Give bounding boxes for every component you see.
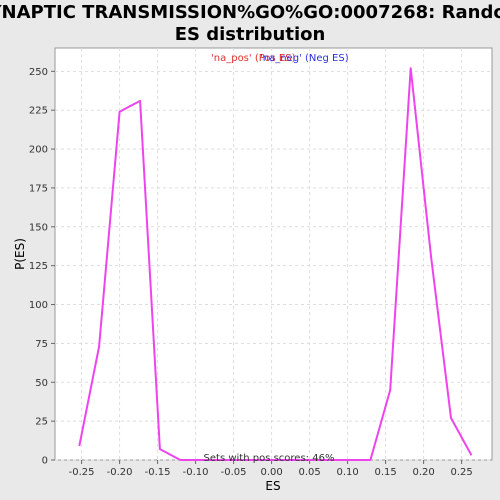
y-tick-label: 0 (42, 456, 48, 467)
series-layer (78, 67, 473, 461)
x-tick-label: 0.15 (374, 467, 396, 478)
es-distribution-line (78, 67, 473, 461)
chart-title-line-2: ES distribution (175, 24, 326, 45)
x-axis: -0.25 -0.20 -0.15 -0.10 -0.05 0.00 0.05 0.10 0.1… (69, 460, 473, 478)
y-tick-label: 150 (29, 222, 48, 233)
pos-scores-annotation: Sets with pos scores: 46% (204, 453, 335, 464)
y-tick-label: 125 (29, 261, 48, 272)
x-tick-label: -0.05 (221, 467, 247, 478)
x-tick-label: 0.05 (298, 467, 320, 478)
x-tick-label: 0.00 (260, 467, 282, 478)
y-tick-label: 50 (35, 378, 48, 389)
x-tick-label: 0.20 (412, 467, 434, 478)
x-tick-label: 0.10 (336, 467, 358, 478)
plot-area (54, 47, 493, 461)
x-tick-label: -0.25 (69, 467, 95, 478)
y-axis: 0 25 50 75 100 125 150 175 200 225 250 (29, 67, 55, 467)
y-tick-label: 75 (35, 339, 48, 350)
y-tick-label: 225 (29, 106, 48, 117)
x-tick-label: -0.10 (183, 467, 209, 478)
y-tick-label: 250 (29, 67, 48, 78)
y-tick-label: 175 (29, 183, 48, 194)
chart-title-line-1: SYNAPTIC TRANSMISSION%GO%GO:0007268: Ran… (0, 2, 500, 23)
y-tick-label: 25 (35, 417, 48, 428)
x-axis-title: ES (265, 479, 280, 493)
grid-lines (55, 48, 492, 461)
x-tick-label: -0.20 (107, 467, 133, 478)
y-tick-label: 200 (29, 145, 48, 156)
x-tick-label: -0.15 (145, 467, 171, 478)
legend-entry-neg: 'na_neg' (Neg ES) (260, 53, 349, 64)
chart-title: SYNAPTIC TRANSMISSION%GO%GO:0007268: Ran… (0, 2, 500, 45)
legend: 'na_pos' (Pos ES) 'na_neg' (Neg ES) (211, 53, 349, 64)
y-tick-label: 100 (29, 300, 48, 311)
x-tick-label: 0.25 (450, 467, 472, 478)
legend-entry-pos: 'na_pos' (Pos ES) (211, 53, 296, 64)
y-axis-title: P(ES) (13, 238, 27, 270)
